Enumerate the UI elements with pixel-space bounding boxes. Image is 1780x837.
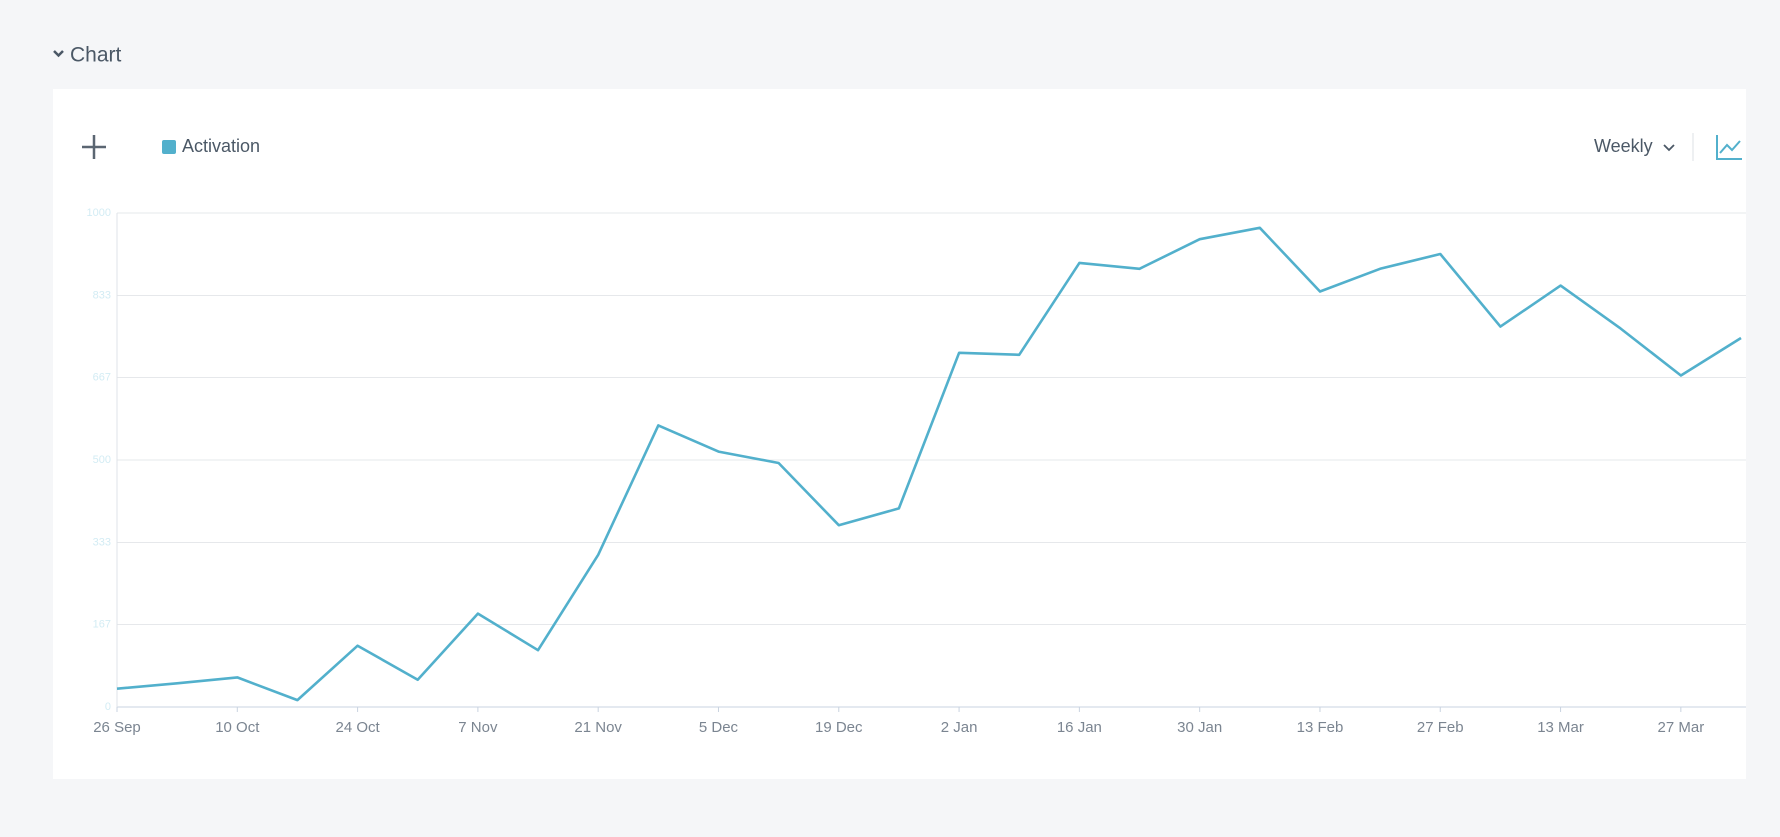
period-chevron[interactable] [1663, 144, 1675, 152]
chart-type-button[interactable] [1716, 135, 1742, 160]
section-title: Chart [70, 44, 122, 67]
x-tick-label: 27 Feb [1417, 719, 1464, 736]
y-tick-label: 1000 [87, 207, 111, 219]
card [53, 89, 1746, 779]
x-tick-label: 27 Mar [1658, 719, 1705, 736]
x-tick-label: 16 Jan [1057, 719, 1102, 736]
x-tick-label: 7 Nov [458, 719, 498, 736]
add-button[interactable] [82, 135, 106, 159]
x-tick-label: 21 Nov [574, 719, 622, 736]
y-tick-label: 500 [93, 454, 111, 466]
legend-label[interactable]: Activation [182, 136, 260, 156]
x-tick-label: 24 Oct [335, 719, 380, 736]
y-tick-label: 167 [93, 618, 111, 630]
x-tick-label: 13 Mar [1537, 719, 1584, 736]
y-tick-label: 333 [93, 536, 111, 548]
y-tick-label: 0 [105, 701, 111, 713]
y-tick-label: 833 [93, 289, 111, 301]
x-tick-label: 30 Jan [1177, 719, 1222, 736]
period-select[interactable]: Weekly [1594, 136, 1653, 156]
x-tick-label: 19 Dec [815, 719, 863, 736]
y-tick-label: 667 [93, 371, 111, 383]
x-tick-label: 5 Dec [699, 719, 739, 736]
collapse-icon[interactable] [53, 50, 64, 58]
series-line [116, 226, 1742, 702]
plot: 0 167 333 500 667 833 1000 26 Sep 10 Oct 24 Oct 7 … [87, 207, 1746, 736]
x-tick-label: 2 Jan [941, 719, 978, 736]
x-tick-label: 26 Sep [93, 719, 141, 736]
x-tick-label: 10 Oct [215, 719, 260, 736]
legend-swatch [162, 140, 176, 154]
x-tick-label: 13 Feb [1297, 719, 1344, 736]
